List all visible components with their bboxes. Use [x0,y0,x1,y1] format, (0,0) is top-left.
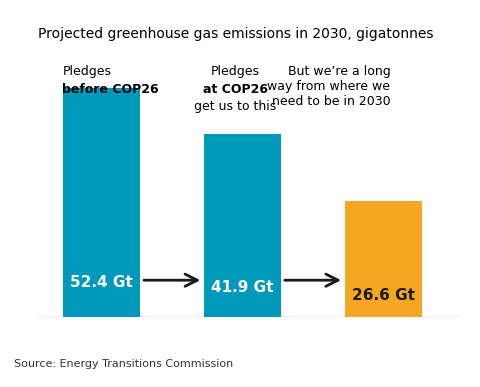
Text: at COP26: at COP26 [203,83,268,96]
Bar [345,201,422,317]
Text: Pledges: Pledges [211,65,260,79]
Text: before COP26: before COP26 [62,83,159,96]
Text: Projected greenhouse gas emissions in 2030, gigatonnes: Projected greenhouse gas emissions in 20… [38,27,434,41]
Bar [204,134,281,317]
Text: 41.9 Gt: 41.9 Gt [211,280,274,295]
Bar [63,88,141,317]
Text: Pledges: Pledges [62,65,111,79]
Text: BBC: BBC [398,357,437,371]
Text: get us to this: get us to this [194,100,276,113]
Text: 52.4 Gt: 52.4 Gt [71,275,133,290]
Text: 26.6 Gt: 26.6 Gt [352,288,415,303]
Text: Source: Energy Transitions Commission: Source: Energy Transitions Commission [14,359,234,369]
Text: But we’re a long
way from where we
need to be in 2030: But we’re a long way from where we need … [267,65,390,108]
